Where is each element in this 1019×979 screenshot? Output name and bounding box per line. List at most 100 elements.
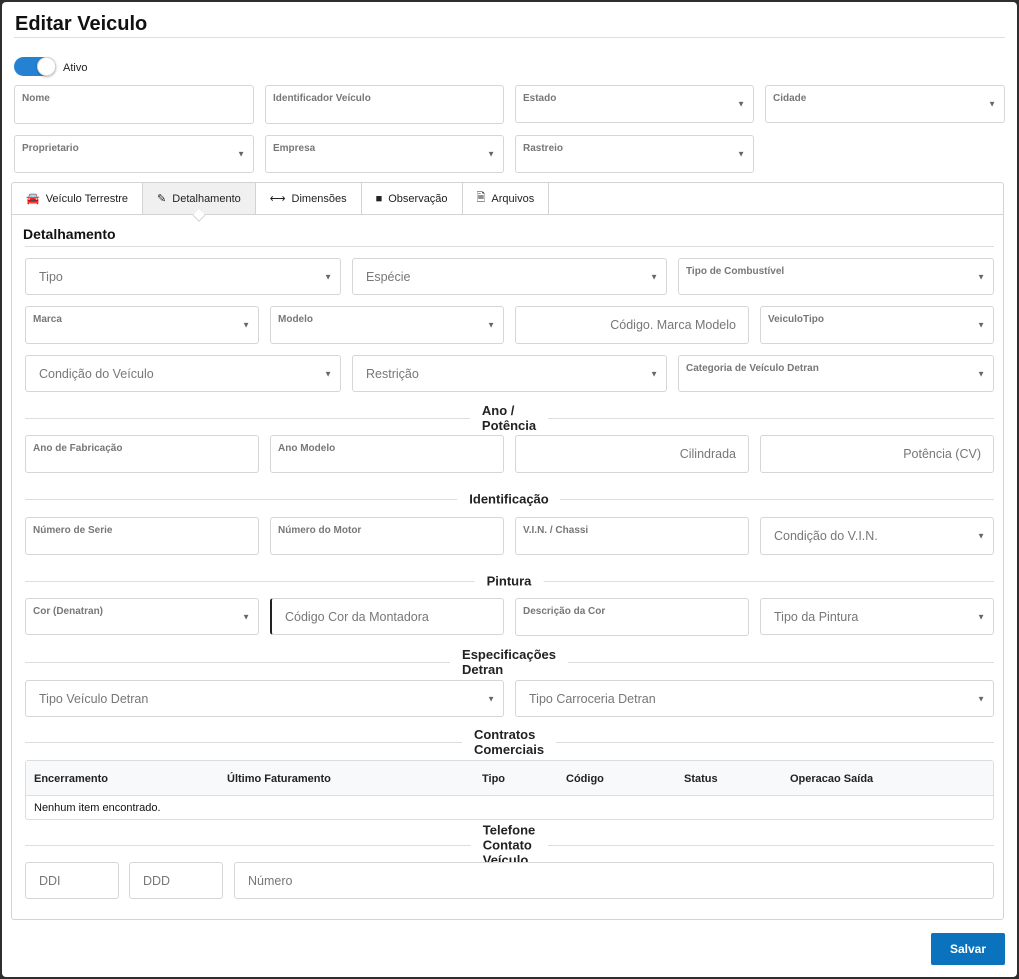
section-pintura: Pintura — [474, 573, 544, 589]
tab-observacao[interactable]: ■ Observação — [362, 183, 463, 214]
field-label: Cidade — [773, 93, 807, 104]
caret-down-icon: ▼ — [237, 149, 245, 159]
active-label: Ativo — [63, 62, 88, 74]
placeholder: Condição do V.I.N. — [774, 529, 878, 543]
column-header[interactable]: Tipo — [482, 773, 506, 785]
placeholder: Tipo — [39, 269, 63, 284]
tipo-veiculo-detran-select[interactable]: Tipo Veículo Detran ▼ — [25, 680, 504, 717]
column-header[interactable]: Operacao Saída — [790, 773, 874, 785]
nome-input[interactable]: Nome — [14, 85, 254, 124]
rastreio-select[interactable]: Rastreio ▼ — [515, 135, 754, 173]
file-icon: 🗎 — [476, 192, 486, 204]
condicao-vin-select[interactable]: Condição do V.I.N. ▼ — [760, 517, 994, 555]
ddi-input[interactable]: DDI — [25, 862, 119, 899]
empresa-select[interactable]: Empresa ▼ — [265, 135, 504, 173]
numero-input[interactable]: Número — [234, 862, 994, 899]
potencia-input[interactable]: Potência (CV) — [760, 435, 994, 473]
marca-select[interactable]: Marca ▼ — [25, 306, 259, 344]
caret-down-icon: ▼ — [737, 149, 745, 159]
field-label: Empresa — [273, 143, 316, 154]
field-label: Estado — [523, 93, 557, 104]
tipo-carroceria-detran-select[interactable]: Tipo Carroceria Detran ▼ — [515, 680, 994, 717]
ano-modelo-input[interactable]: Ano Modelo — [270, 435, 504, 473]
tab-arquivos[interactable]: 🗎 Arquivos — [463, 183, 550, 214]
restricao-select[interactable]: Restrição ▼ — [352, 355, 667, 392]
field-label: Categoria de Veículo Detran — [686, 363, 819, 374]
ano-fabricacao-input[interactable]: Ano de Fabricação — [25, 435, 259, 473]
field-label: Rastreio — [523, 143, 564, 154]
tab-label: Dimensões — [291, 192, 347, 205]
combustivel-select[interactable]: Tipo de Combustível ▼ — [678, 258, 994, 295]
caret-down-icon: ▼ — [324, 369, 332, 378]
caret-down-icon: ▼ — [242, 320, 250, 330]
field-label: Tipo de Combustível — [686, 266, 785, 277]
contracts-table: Encerramento Último Faturamento Tipo Cód… — [25, 760, 994, 820]
vin-chassi-input[interactable]: V.I.N. / Chassi — [515, 517, 749, 555]
section-especificacoes-detran: Especificações Detran — [450, 647, 568, 677]
ddd-input[interactable]: DDD — [129, 862, 223, 899]
numero-serie-input[interactable]: Número de Serie — [25, 517, 259, 555]
column-header[interactable]: Código — [566, 773, 604, 785]
descricao-cor-input[interactable]: Descrição da Cor — [515, 598, 749, 636]
caret-down-icon: ▼ — [977, 612, 985, 621]
divider — [14, 37, 1005, 38]
divider — [25, 246, 994, 247]
field-label: Nome — [22, 93, 50, 104]
especie-select[interactable]: Espécie ▼ — [352, 258, 667, 295]
veiculo-tipo-select[interactable]: VeiculoTipo ▼ — [760, 306, 994, 344]
tipo-select[interactable]: Tipo ▼ — [25, 258, 341, 295]
tab-label: Observação — [388, 192, 448, 205]
placeholder: Tipo Veículo Detran — [39, 691, 149, 706]
cor-denatran-select[interactable]: Cor (Denatran) ▼ — [25, 598, 259, 635]
column-header[interactable]: Encerramento — [34, 773, 108, 785]
placeholder: DDI — [39, 873, 61, 888]
estado-select[interactable]: Estado ▼ — [515, 85, 754, 123]
condicao-select[interactable]: Condição do Veículo ▼ — [25, 355, 341, 392]
codigo-cor-montadora-input[interactable]: Código Cor da Montadora — [270, 598, 504, 635]
placeholder: Tipo Carroceria Detran — [529, 691, 656, 706]
placeholder: Código Cor da Montadora — [285, 609, 429, 624]
tipo-pintura-select[interactable]: Tipo da Pintura ▼ — [760, 598, 994, 635]
save-button[interactable]: Salvar — [931, 933, 1005, 965]
caret-down-icon: ▼ — [977, 531, 985, 541]
cidade-select[interactable]: Cidade ▼ — [765, 85, 1005, 123]
field-label: Número do Motor — [278, 525, 362, 536]
field-label: Número de Serie — [33, 525, 113, 536]
caret-down-icon: ▼ — [977, 320, 985, 330]
tab-dimensoes[interactable]: ⟷ Dimensões — [256, 183, 362, 214]
field-label: VeiculoTipo — [768, 314, 824, 325]
pencil-icon: ✎ — [157, 193, 167, 205]
active-toggle[interactable] — [14, 57, 56, 76]
column-header[interactable]: Último Faturamento — [227, 773, 331, 785]
field-label: V.I.N. / Chassi — [523, 525, 589, 536]
field-label: Descrição da Cor — [523, 606, 606, 617]
tab-label: Detalhamento — [172, 192, 241, 205]
field-label: Marca — [33, 314, 62, 325]
caret-down-icon: ▼ — [242, 612, 250, 621]
caret-down-icon: ▼ — [487, 149, 495, 159]
proprietario-select[interactable]: Proprietario ▼ — [14, 135, 254, 173]
field-label: Ano de Fabricação — [33, 443, 123, 454]
identificador-input[interactable]: Identificador Veículo — [265, 85, 504, 124]
numero-motor-input[interactable]: Número do Motor — [270, 517, 504, 555]
placeholder: Número — [248, 873, 293, 888]
placeholder: Código. Marca Modelo — [610, 318, 736, 332]
field-label: Modelo — [278, 314, 313, 325]
tab-detalhamento[interactable]: ✎ Detalhamento — [143, 183, 256, 214]
caret-down-icon: ▼ — [977, 272, 985, 281]
toggle-knob — [37, 57, 56, 76]
empty-message: Nenhum item encontrado. — [34, 802, 161, 814]
modelo-select[interactable]: Modelo ▼ — [270, 306, 504, 344]
cilindrada-input[interactable]: Cilindrada — [515, 435, 749, 473]
tab-label: Veículo Terrestre — [45, 192, 129, 205]
categoria-select[interactable]: Categoria de Veículo Detran ▼ — [678, 355, 994, 392]
tab-veiculo-terrestre[interactable]: 🚘 Veículo Terrestre — [12, 183, 144, 214]
tab-bar: 🚘 Veículo Terrestre ✎ Detalhamento ⟷ Dimens… — [12, 183, 1003, 215]
arrows-horizontal-icon: ⟷ — [269, 193, 286, 205]
note-icon: ■ — [375, 192, 383, 205]
placeholder: DDD — [143, 873, 171, 888]
tab-panel: 🚘 Veículo Terrestre ✎ Detalhamento ⟷ Dimens… — [11, 182, 1004, 920]
column-header[interactable]: Status — [684, 773, 718, 785]
codigo-marca-modelo-input[interactable]: Código. Marca Modelo — [515, 306, 749, 344]
field-label: Cor (Denatran) — [33, 606, 104, 617]
